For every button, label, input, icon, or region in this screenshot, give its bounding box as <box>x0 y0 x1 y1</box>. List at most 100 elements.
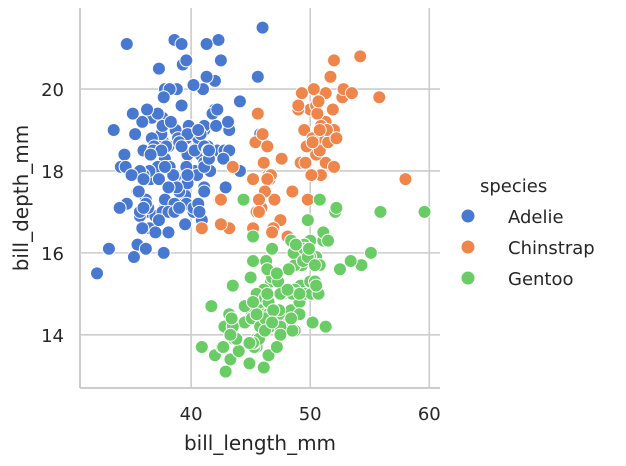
point-gentoo <box>256 360 271 375</box>
point-gentoo <box>231 344 246 359</box>
x-tick-label: 60 <box>418 404 441 425</box>
point-adelie <box>136 172 151 187</box>
point-chinstrap <box>310 106 325 121</box>
point-adelie <box>140 102 155 117</box>
point-chinstrap <box>300 192 315 207</box>
point-adelie <box>148 225 163 240</box>
point-adelie <box>180 168 195 183</box>
point-gentoo <box>285 323 300 338</box>
point-adelie <box>151 172 166 187</box>
point-chinstrap <box>305 135 320 150</box>
legend-title: species <box>480 176 547 197</box>
point-adelie <box>250 69 265 84</box>
point-chinstrap <box>312 123 327 138</box>
point-chinstrap <box>311 94 326 109</box>
point-adelie <box>135 114 150 129</box>
data-points <box>90 20 432 379</box>
point-adelie <box>151 213 166 228</box>
point-adelie <box>166 168 181 183</box>
point-gentoo <box>280 282 295 297</box>
point-chinstrap <box>265 225 280 240</box>
legend-label-gentoo: Gentoo <box>508 269 574 290</box>
point-adelie <box>191 123 206 138</box>
point-chinstrap <box>298 155 313 170</box>
point-chinstrap <box>251 192 266 207</box>
point-adelie <box>151 61 166 76</box>
point-gentoo <box>417 204 432 219</box>
point-gentoo <box>216 340 231 355</box>
point-chinstrap <box>291 98 306 113</box>
point-gentoo <box>305 315 320 330</box>
point-gentoo <box>194 340 209 355</box>
point-chinstrap <box>255 127 270 142</box>
point-adelie <box>106 123 121 138</box>
point-gentoo <box>332 262 347 277</box>
point-gentoo <box>284 311 299 326</box>
point-adelie <box>112 200 127 215</box>
point-chinstrap <box>225 159 240 174</box>
legend-label-chinstrap: Chinstrap <box>508 238 595 259</box>
point-gentoo <box>266 303 281 318</box>
y-axis-label: bill_depth_mm <box>9 125 33 272</box>
legend: species Adelie Chinstrap Gentoo <box>460 176 595 290</box>
point-gentoo <box>243 270 258 285</box>
point-gentoo <box>246 295 261 310</box>
point-gentoo <box>281 262 296 277</box>
legend-marker-chinstrap <box>460 239 476 255</box>
point-gentoo <box>265 315 280 330</box>
point-chinstrap <box>260 139 275 154</box>
point-gentoo <box>265 241 280 256</box>
point-chinstrap <box>274 151 289 166</box>
point-gentoo <box>302 241 317 256</box>
point-adelie <box>119 37 134 52</box>
point-gentoo <box>300 213 315 228</box>
point-gentoo <box>223 352 238 367</box>
point-gentoo <box>246 254 261 269</box>
point-gentoo <box>288 237 303 252</box>
point-adelie <box>210 102 225 117</box>
point-adelie <box>218 180 233 195</box>
point-adelie <box>211 32 226 47</box>
point-gentoo <box>318 319 333 334</box>
point-gentoo <box>373 204 388 219</box>
point-adelie <box>197 184 212 199</box>
y-tick-label: 16 <box>41 244 64 265</box>
y-tick-label: 14 <box>41 326 64 347</box>
point-chinstrap <box>213 192 228 207</box>
point-adelie <box>209 118 224 133</box>
point-adelie <box>163 114 178 129</box>
point-gentoo <box>224 311 239 326</box>
point-gentoo <box>269 340 284 355</box>
y-tick-label: 18 <box>41 162 64 183</box>
x-tick-label: 40 <box>180 404 203 425</box>
point-chinstrap <box>256 155 271 170</box>
point-adelie <box>156 90 171 105</box>
point-gentoo <box>309 278 324 293</box>
point-adelie <box>172 200 187 215</box>
point-adelie <box>201 143 216 158</box>
point-gentoo <box>292 286 307 301</box>
point-adelie <box>199 37 214 52</box>
point-chinstrap <box>297 123 312 138</box>
point-chinstrap <box>285 184 300 199</box>
point-gentoo <box>269 266 284 281</box>
point-gentoo <box>329 200 344 215</box>
axes: 40 50 60 14 16 18 20 <box>41 8 441 425</box>
point-chinstrap <box>194 221 209 236</box>
point-gentoo <box>343 254 358 269</box>
point-gentoo <box>273 327 288 342</box>
point-gentoo <box>223 327 238 342</box>
point-adelie <box>138 241 153 256</box>
point-adelie <box>135 221 150 236</box>
point-chinstrap <box>260 172 275 187</box>
point-adelie <box>192 204 207 219</box>
point-adelie <box>174 98 189 113</box>
point-gentoo <box>260 286 275 301</box>
point-adelie <box>179 53 194 68</box>
point-adelie <box>157 159 172 174</box>
point-adelie <box>213 53 228 68</box>
point-chinstrap <box>294 86 309 101</box>
point-chinstrap <box>267 192 282 207</box>
point-gentoo <box>246 229 261 244</box>
point-chinstrap <box>327 159 342 174</box>
